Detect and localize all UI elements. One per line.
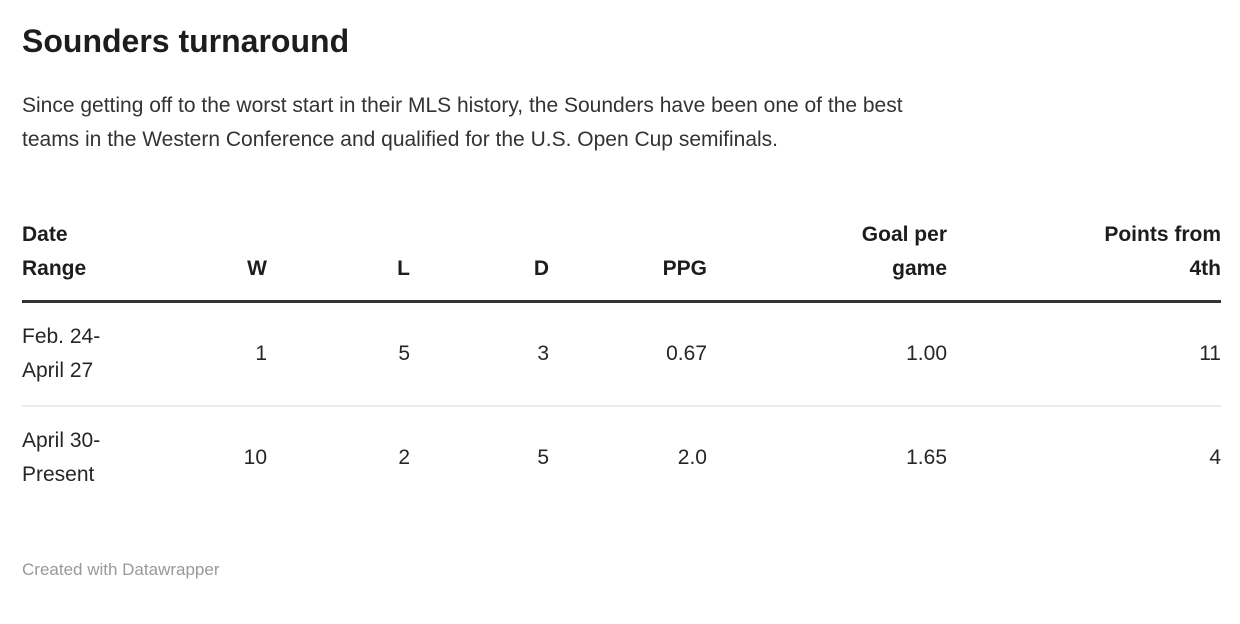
cell-w: 1 bbox=[152, 301, 267, 407]
cell-w: 10 bbox=[243, 446, 267, 469]
cell-l: 5 bbox=[267, 301, 410, 407]
header-line: PPG bbox=[662, 257, 707, 280]
column-header-w: W bbox=[152, 218, 267, 303]
cell-d: 5 bbox=[537, 446, 549, 469]
chart-description: Since getting off to the worst start in … bbox=[22, 89, 1221, 157]
column-header-l: L bbox=[267, 218, 410, 303]
cell-points-from-4th: 4 bbox=[1209, 446, 1221, 469]
header-line: Points from bbox=[1104, 223, 1221, 246]
description-line: teams in the Western Conference and qual… bbox=[22, 128, 779, 151]
cell-d: 3 bbox=[410, 301, 549, 407]
header-line: 4th bbox=[1189, 257, 1222, 280]
header-line: game bbox=[892, 257, 947, 280]
table-row: Feb. 24- April 27 1 5 3 0.67 1.00 11 bbox=[22, 301, 1221, 407]
column-header-d: D bbox=[410, 218, 549, 303]
header-line: L bbox=[397, 257, 410, 280]
header-line: D bbox=[533, 257, 549, 280]
cell-date-range: April 30- Present bbox=[22, 406, 152, 509]
chart-container: Sounders turnaround Since getting off to… bbox=[0, 22, 1240, 624]
column-header-ppg: PPG bbox=[549, 218, 707, 303]
table-header-row: Date Range W L D PPG bbox=[22, 218, 1222, 303]
data-table: Date Range W L D PPG bbox=[22, 218, 1221, 509]
cell-points-from-4th: 11 bbox=[947, 301, 1221, 407]
cell-goal-per-game: 1.00 bbox=[707, 301, 947, 407]
header-line: Range bbox=[22, 257, 87, 280]
cell-ppg: 2.0 bbox=[677, 446, 707, 469]
date-line: April 30- bbox=[22, 429, 101, 452]
page-title: Sounders turnaround bbox=[22, 23, 350, 59]
date-line: Present bbox=[22, 463, 95, 486]
date-line: Feb. 24- bbox=[22, 325, 101, 348]
table-row: April 30- Present 10 2 5 2.0 1.65 4 bbox=[22, 406, 1221, 509]
header-line: W bbox=[247, 257, 267, 280]
cell-l: 2 bbox=[398, 446, 410, 469]
date-line: April 27 bbox=[22, 359, 94, 382]
cell-goal-per-game: 1.65 bbox=[906, 446, 947, 469]
cell-ppg: 0.67 bbox=[549, 301, 707, 407]
cell-date-range: Feb. 24- April 27 bbox=[22, 301, 152, 407]
header-line: Date bbox=[22, 223, 68, 246]
header-line: Goal per bbox=[861, 223, 947, 246]
datawrapper-attribution-link[interactable]: Created with Datawrapper bbox=[22, 560, 220, 579]
column-header-goal-per-game: Goal per game bbox=[707, 218, 947, 303]
column-header-points-from-4th: Points from 4th bbox=[947, 218, 1222, 303]
description-line: Since getting off to the worst start in … bbox=[22, 94, 903, 117]
column-header-date-range: Date Range bbox=[22, 218, 152, 303]
